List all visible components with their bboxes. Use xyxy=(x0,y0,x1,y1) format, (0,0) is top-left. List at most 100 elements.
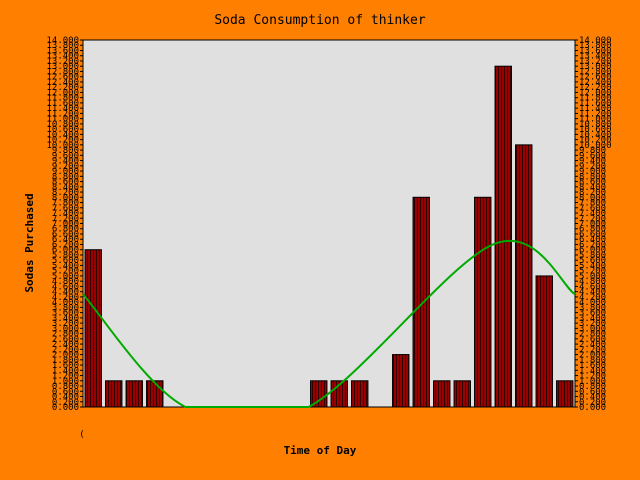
y-tick-label-right: 8.400 xyxy=(579,183,606,193)
y-tick-label-right: 12.200 xyxy=(579,83,612,93)
y-tick-label-left: 9.800 xyxy=(52,146,79,156)
y-tick-label-right: 0.200 xyxy=(579,398,606,408)
y-tick-label-left: 2.000 xyxy=(52,351,79,361)
bar xyxy=(515,144,533,408)
y-tick-label-right: 3.600 xyxy=(579,309,606,319)
y-tick-label-right: 11.600 xyxy=(579,99,612,109)
y-tick-label-right: 2.000 xyxy=(579,351,606,361)
y-tick-label-left: 8.000 xyxy=(52,193,79,203)
y-tick-label-left: 2.200 xyxy=(52,345,79,355)
y-tick-label-left: 4.600 xyxy=(52,282,79,292)
x-axis-label: Time of Day xyxy=(284,444,357,457)
y-tick-label-right: 8.600 xyxy=(579,178,606,188)
y-tick-label-right: 7.800 xyxy=(579,199,606,209)
y-tick-label-left: 5.800 xyxy=(52,251,79,261)
y-tick-label-left: 10.200 xyxy=(46,136,79,146)
y-tick-label-right: 13.000 xyxy=(579,62,612,72)
y-tick-label-right: 7.400 xyxy=(579,209,606,219)
y-tick-label-right: 9.200 xyxy=(579,162,606,172)
y-tick-label-left: 3.000 xyxy=(52,324,79,334)
y-tick-label-left: 6.600 xyxy=(52,230,79,240)
y-tick-label-right: 12.800 xyxy=(579,67,612,77)
y-tick-label-left: 4.000 xyxy=(52,298,79,308)
y-tick-label-left: 12.600 xyxy=(46,73,79,83)
y-tick-label-right: 1.800 xyxy=(579,356,606,366)
bar xyxy=(556,380,574,408)
y-tick-label-right: 9.400 xyxy=(579,157,606,167)
bars xyxy=(84,65,574,408)
plot-area xyxy=(82,39,576,408)
y-tick-label-right: 9.800 xyxy=(579,146,606,156)
y-tick-label-left: 7.800 xyxy=(52,199,79,209)
bar xyxy=(105,380,123,408)
y-tick-label-right: 8.800 xyxy=(579,172,606,182)
y-tick-label-right: 5.600 xyxy=(579,256,606,266)
y-tick-label-left: 2.800 xyxy=(52,330,79,340)
bar xyxy=(494,65,512,408)
y-tick-label-left: 6.800 xyxy=(52,225,79,235)
y-tick-label-right: 5.800 xyxy=(579,251,606,261)
y-tick-label-left: 9.400 xyxy=(52,157,79,167)
y-tick-label-right: 8.200 xyxy=(579,188,606,198)
y-tick-label-left: 8.800 xyxy=(52,172,79,182)
y-tick-label-left: 12.800 xyxy=(46,67,79,77)
y-tick-label-right: 10.600 xyxy=(579,125,612,135)
y-tick-label-right: 11.800 xyxy=(579,94,612,104)
y-tick-label-right: 7.000 xyxy=(579,220,606,230)
y-tick-label-left: 0.200 xyxy=(52,398,79,408)
y-tick-label-left: 13.200 xyxy=(46,57,79,67)
y-tick-label-left: 11.800 xyxy=(46,94,79,104)
bar xyxy=(351,380,369,408)
y-tick-label-right: 3.800 xyxy=(579,303,606,313)
y-tick-label-left: 12.400 xyxy=(46,78,79,88)
y-tick-label-left: 11.000 xyxy=(46,115,79,125)
y-tick-label-right: 3.200 xyxy=(579,319,606,329)
chart-title: Soda Consumption of thinker xyxy=(214,13,425,28)
bar xyxy=(84,249,102,408)
y-tick-label-right: 13.800 xyxy=(579,41,612,51)
y-tick-label-left: 6.400 xyxy=(52,235,79,245)
y-tick-label-left: 10.000 xyxy=(46,141,79,151)
y-tick-label-left: 13.000 xyxy=(46,62,79,72)
y-tick-label-right: 4.000 xyxy=(579,298,606,308)
y-tick-label-right: 6.200 xyxy=(579,240,606,250)
y-tick-label-left: 13.600 xyxy=(46,46,79,56)
y-tick-label-left: 3.800 xyxy=(52,303,79,313)
y-tick-label-left: 6.200 xyxy=(52,240,79,250)
y-tick-label-right: 14.000 xyxy=(579,36,612,46)
y-axis-label: Sodas Purchased xyxy=(23,193,36,292)
y-tick-label-right: 11.200 xyxy=(579,109,612,119)
y-tick-label-left: 10.800 xyxy=(46,120,79,130)
y-tick-label-left: 3.200 xyxy=(52,319,79,329)
y-tick-label-right: 0.800 xyxy=(579,382,606,392)
y-tick-label-right: 6.800 xyxy=(579,225,606,235)
y-tick-label-left: 2.600 xyxy=(52,335,79,345)
trend-line xyxy=(82,240,576,409)
y-tick-label-right: 4.200 xyxy=(579,293,606,303)
y-tick-label-left: 3.600 xyxy=(52,309,79,319)
y-tick-label-left: 1.400 xyxy=(52,366,79,376)
y-tick-label-left: 0.800 xyxy=(52,382,79,392)
y-tick-label-right: 3.000 xyxy=(579,324,606,334)
y-tick-label-right: 5.000 xyxy=(579,272,606,282)
y-tick-label-left: 11.600 xyxy=(46,99,79,109)
y-tick-label-right: 10.000 xyxy=(579,141,612,151)
y-tick-label-left: 3.400 xyxy=(52,314,79,324)
y-tick-label-right: 12.000 xyxy=(579,88,612,98)
y-tick-label-right: 4.400 xyxy=(579,288,606,298)
bar xyxy=(310,380,328,408)
y-tick-label-right: 1.600 xyxy=(579,361,606,371)
y-tick-label-right: 5.200 xyxy=(579,267,606,277)
y-tick-label-right: 11.400 xyxy=(579,104,612,114)
y-tick-label-left: 2.400 xyxy=(52,340,79,350)
y-tick-label-left: 10.600 xyxy=(46,125,79,135)
y-ticks-right: 0.0000.2000.4000.6000.8001.0001.2001.400… xyxy=(575,36,612,413)
y-tick-label-left: 4.800 xyxy=(52,277,79,287)
y-tick-label-left: 1.600 xyxy=(52,361,79,371)
y-tick-label-left: 11.200 xyxy=(46,109,79,119)
y-tick-label-left: 12.000 xyxy=(46,88,79,98)
y-tick-label-left: 11.400 xyxy=(46,104,79,114)
y-tick-label-right: 7.200 xyxy=(579,214,606,224)
y-tick-label-right: 6.600 xyxy=(579,230,606,240)
